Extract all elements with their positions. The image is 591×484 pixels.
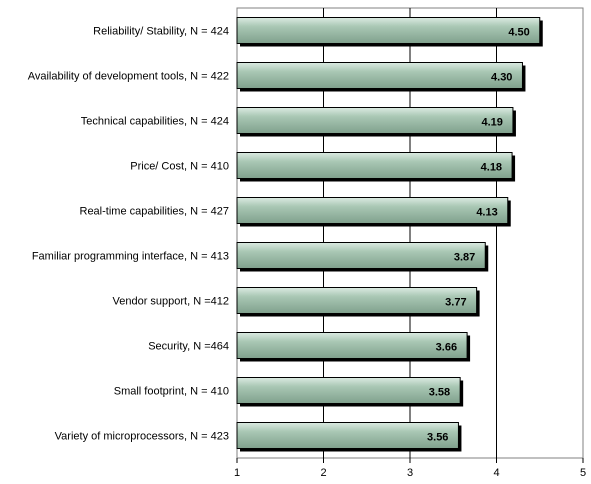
bar [236,62,523,89]
data-label: 4.13 [476,207,497,219]
data-label: 3.56 [427,432,448,444]
data-label: 4.18 [481,162,502,174]
bar [236,377,461,404]
data-label: 4.19 [482,117,503,129]
data-label: 3.66 [436,342,457,354]
category-label: Familiar programming interface, N = 413 [32,251,229,263]
data-label: 3.87 [454,252,475,264]
x-tick-label: 3 [407,467,413,479]
bar [236,287,478,314]
category-labels: Reliability/ Stability, N = 424 Availabil… [28,26,229,443]
data-label: 3.58 [429,387,450,399]
category-label: Price/ Cost, N = 410 [130,161,229,173]
bar [236,332,468,359]
category-label: Variety of microprocessors, N = 423 [55,431,229,443]
bar [236,242,486,269]
category-label: Technical capabilities, N = 424 [81,116,229,128]
bar [236,17,541,44]
bar [236,422,459,449]
x-tick-label: 2 [320,467,326,479]
category-label: Vendor support, N =412 [113,296,230,308]
category-label: Real-time capabilities, N = 427 [80,206,230,218]
bars [236,17,543,452]
value-labels: 4.50 4.30 4.19 4.18 4.13 3.87 3.77 3.66 3.58 3.56 [427,27,530,444]
data-label: 4.50 [508,27,529,39]
data-label: 4.30 [491,72,512,84]
bar [236,107,514,134]
category-label: Security, N =464 [148,341,229,353]
category-label: Small footprint, N = 410 [114,386,229,398]
data-label: 3.77 [445,297,466,309]
x-axis: 1 2 3 4 5 [234,458,586,479]
bar [236,197,509,224]
x-tick-label: 1 [234,467,240,479]
category-label: Availability of development tools, N = 4… [28,71,229,83]
bar [236,152,513,179]
x-tick-label: 5 [580,467,586,479]
x-tick-label: 4 [493,467,499,479]
category-label: Reliability/ Stability, N = 424 [93,26,229,38]
